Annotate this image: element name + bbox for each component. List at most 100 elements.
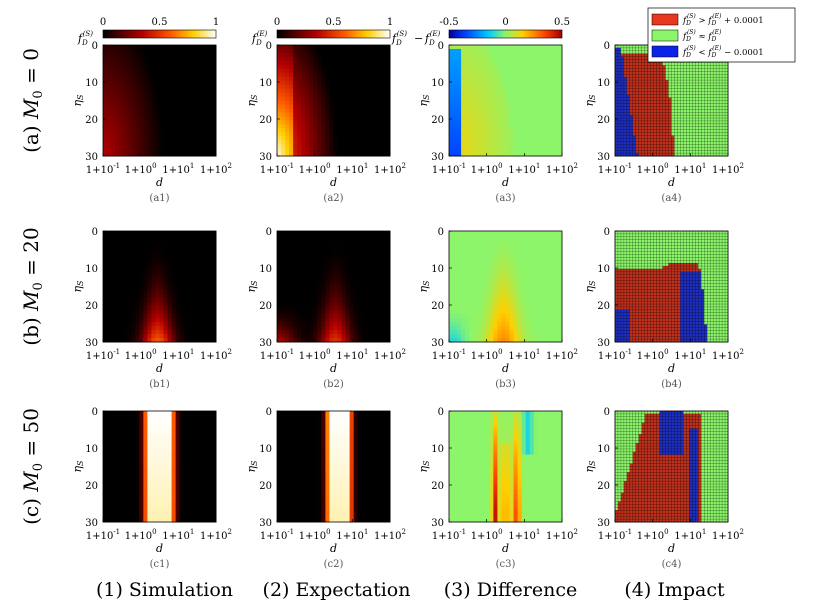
heatmap-cell xyxy=(119,104,124,109)
impact-cell xyxy=(644,144,649,148)
heatmap-cell xyxy=(139,56,144,62)
heatmap-cell xyxy=(505,84,511,90)
impact-cell xyxy=(620,147,625,151)
heatmap-cell xyxy=(317,104,322,109)
heatmap-cell xyxy=(489,68,494,74)
heatmap-cell xyxy=(127,148,132,153)
heatmap-cell xyxy=(341,76,347,82)
heatmap-cell xyxy=(545,56,551,62)
heatmap-cell xyxy=(513,64,519,70)
heatmap-cell xyxy=(377,136,383,141)
heatmap-cell xyxy=(281,136,286,141)
heatmap-cell xyxy=(333,64,339,70)
heatmap-cell xyxy=(485,60,490,66)
impact-cell xyxy=(644,100,649,104)
heatmap-cell xyxy=(365,112,371,117)
heatmap-cell xyxy=(449,128,454,133)
heatmap-cell xyxy=(107,136,112,141)
heatmap-cell xyxy=(167,68,173,74)
heatmap-cell xyxy=(151,64,156,70)
heatmap-cell xyxy=(281,250,286,256)
heatmap-cell xyxy=(163,76,169,82)
heatmap-cell xyxy=(199,144,205,149)
heatmap-cell xyxy=(481,92,486,98)
impact-cell xyxy=(683,126,687,131)
heatmap-cell xyxy=(277,234,282,240)
heatmap-cell xyxy=(557,84,563,90)
heatmap-cell xyxy=(183,144,189,149)
heatmap-cell xyxy=(329,132,334,137)
heatmap-cell xyxy=(107,108,112,113)
impact-cell xyxy=(715,88,720,93)
heatmap-cell xyxy=(301,250,306,256)
heatmap-cell xyxy=(509,100,515,105)
heatmap-cell xyxy=(163,120,169,125)
heatmap-cell xyxy=(341,112,347,117)
heatmap-cell xyxy=(353,144,359,149)
impact-cell xyxy=(638,91,643,96)
heatmap-cell xyxy=(297,274,302,280)
heatmap-cell xyxy=(533,80,539,86)
heatmap-cell xyxy=(321,258,326,264)
impact-cell xyxy=(695,62,699,66)
heatmap-cell xyxy=(143,148,148,153)
heatmap-cell xyxy=(369,136,375,141)
heatmap-cell xyxy=(211,80,217,86)
heatmap-cell xyxy=(115,318,120,323)
impact-cell xyxy=(674,138,678,142)
impact-cell xyxy=(680,103,684,107)
heatmap-cell xyxy=(159,112,165,117)
impact-cell xyxy=(614,74,619,78)
heatmap-cell xyxy=(341,140,347,145)
impact-cell xyxy=(721,109,726,113)
heatmap-cell xyxy=(151,124,156,129)
impact-cell xyxy=(692,141,696,145)
heatmap-cell xyxy=(151,290,156,295)
impact-cell xyxy=(653,120,658,125)
heatmap-cell xyxy=(321,290,326,295)
heatmap-cell xyxy=(473,92,478,98)
impact-cell xyxy=(695,126,699,131)
heatmap-cell xyxy=(321,132,326,137)
impact-cell xyxy=(718,109,723,113)
heatmap-cell xyxy=(139,314,144,319)
heatmap-cell xyxy=(317,246,322,252)
impact-cell xyxy=(623,50,628,55)
heatmap-cell xyxy=(325,48,330,54)
heatmap-cell xyxy=(159,52,165,58)
heatmap-cell xyxy=(553,144,559,149)
heatmap-cell xyxy=(377,56,383,62)
heatmap-cell xyxy=(361,104,367,109)
heatmap-cell xyxy=(301,306,306,311)
impact-cell xyxy=(614,112,619,116)
heatmap-cell xyxy=(545,120,551,125)
heatmap-cell xyxy=(449,100,454,105)
heatmap-cell xyxy=(501,56,506,62)
heatmap-cell xyxy=(317,68,322,74)
heatmap-cell xyxy=(107,242,112,248)
heatmap-cell xyxy=(341,108,347,113)
impact-cell xyxy=(680,144,684,148)
heatmap-cell xyxy=(167,266,173,272)
heatmap-cell xyxy=(357,84,363,90)
impact-cell xyxy=(644,56,649,60)
heatmap-cell xyxy=(357,76,363,82)
heatmap-cell xyxy=(115,116,120,121)
heatmap-cell xyxy=(493,152,498,157)
heatmap-cell xyxy=(111,60,116,66)
heatmap-cell xyxy=(533,72,539,78)
impact-cell xyxy=(662,138,666,142)
heatmap-cell xyxy=(281,326,286,331)
impact-cell xyxy=(620,71,625,75)
heatmap-cell xyxy=(481,72,486,78)
heatmap-cell xyxy=(457,68,462,74)
heatmap-cell xyxy=(301,278,306,284)
heatmap-cell xyxy=(473,128,478,133)
heatmap-cell xyxy=(469,64,474,70)
heatmap-cell xyxy=(501,112,506,117)
heatmap-cell xyxy=(191,302,197,307)
heatmap-cell xyxy=(103,80,108,86)
heatmap-cell xyxy=(281,60,286,66)
heatmap-cell xyxy=(203,262,209,268)
heatmap-cell xyxy=(297,266,302,272)
